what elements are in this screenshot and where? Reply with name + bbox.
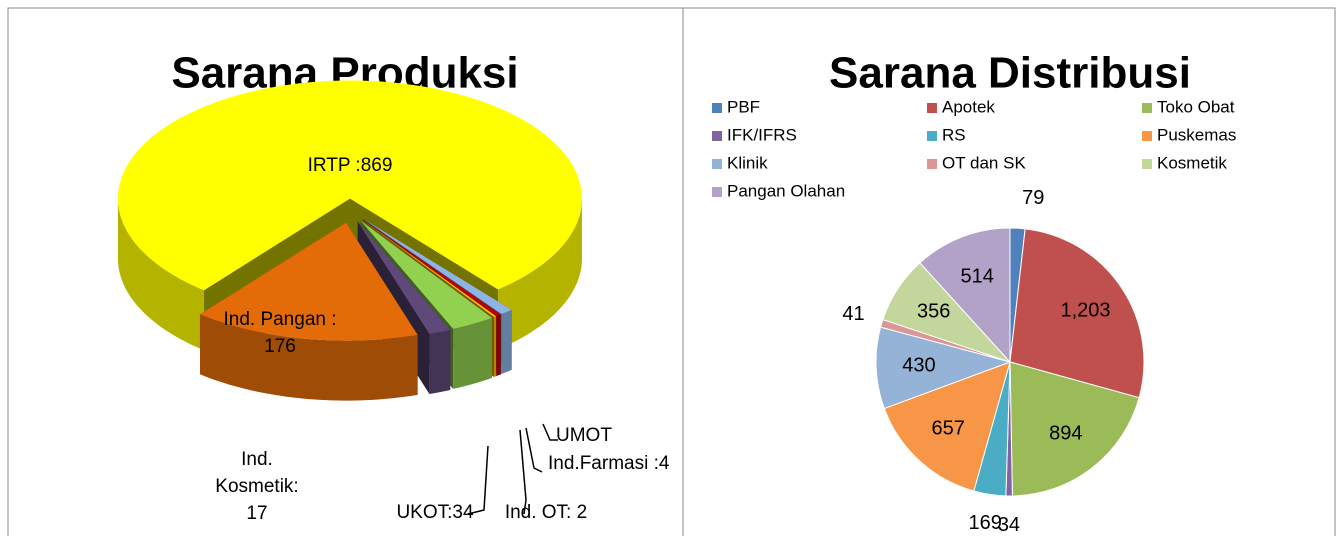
leader (467, 445, 489, 515)
legend-label: Puskemas (1157, 125, 1236, 144)
legend-swatch (712, 131, 722, 141)
slice-top (199, 222, 418, 341)
slice-top (362, 219, 497, 317)
slice-label: Ind. OT: 2 (504, 502, 588, 523)
slice-top (362, 219, 501, 317)
legend-label: Klinik (727, 153, 768, 172)
slice-side (496, 314, 501, 377)
slice-label: Ind.Farmasi :4 (548, 453, 670, 474)
legend-label: Kosmetik (1157, 153, 1227, 172)
slice-side (429, 329, 451, 394)
slice-label: 34 (998, 514, 1020, 536)
slice (199, 222, 418, 401)
legend-label: PBF (727, 97, 760, 116)
legend-label: OT dan SK (942, 153, 1026, 172)
slice-label: UKOT:34 (396, 502, 474, 523)
legend-label: IFK/IFRS (727, 125, 797, 144)
legend-label: Apotek (942, 97, 995, 116)
leader (542, 423, 558, 441)
legend-swatch (1142, 131, 1152, 141)
slice-label: 430 (902, 354, 935, 376)
slice-side (453, 317, 493, 389)
slice-label: 657 (932, 417, 965, 439)
legend-swatch (927, 103, 937, 113)
slice-top (360, 220, 493, 329)
legend-swatch (1142, 103, 1152, 113)
slice-top (357, 221, 451, 334)
slice (1009, 228, 1145, 399)
legend-swatch (1142, 159, 1152, 169)
slice-label: 79 (1022, 187, 1044, 209)
slice-side (117, 198, 204, 351)
slice-side (199, 314, 418, 401)
slice-label: 169 (969, 512, 1002, 534)
slice-label: 41 (842, 303, 864, 325)
leader-lines (467, 423, 558, 515)
slice-label: 514 (960, 265, 993, 287)
slice-label: IRTP :869 (307, 155, 393, 176)
slice-top (117, 80, 582, 291)
legend-label: Pangan Olahan (727, 181, 845, 200)
slice-label: Ind. Kosmetik: 17 (215, 449, 299, 524)
slice-top (363, 219, 512, 315)
slice-label: 894 (1049, 422, 1082, 444)
panel-right (682, 7, 1336, 536)
slice (883, 361, 1011, 492)
slice-label: 356 (917, 301, 950, 323)
slice-side (493, 316, 497, 377)
legend-label: Toko Obat (1157, 97, 1235, 116)
slice-label: 1,203 (1060, 299, 1110, 321)
slice-side (498, 198, 582, 350)
legend-label: RS (942, 125, 966, 144)
slice (875, 326, 1012, 410)
legend-swatch (927, 159, 937, 169)
leader (525, 427, 543, 473)
slice-label: Ind. Pangan : 176 (223, 309, 337, 357)
legend-swatch (712, 159, 722, 169)
slice-side (501, 309, 512, 375)
legend-swatch (712, 103, 722, 113)
slice (919, 227, 1011, 364)
slice-label: UMOT (556, 425, 612, 446)
slice (1009, 361, 1140, 497)
leader (519, 429, 527, 515)
legend-swatch (712, 187, 722, 197)
chart-title: Sarana Distribusi (829, 49, 1191, 98)
legend-swatch (927, 131, 937, 141)
